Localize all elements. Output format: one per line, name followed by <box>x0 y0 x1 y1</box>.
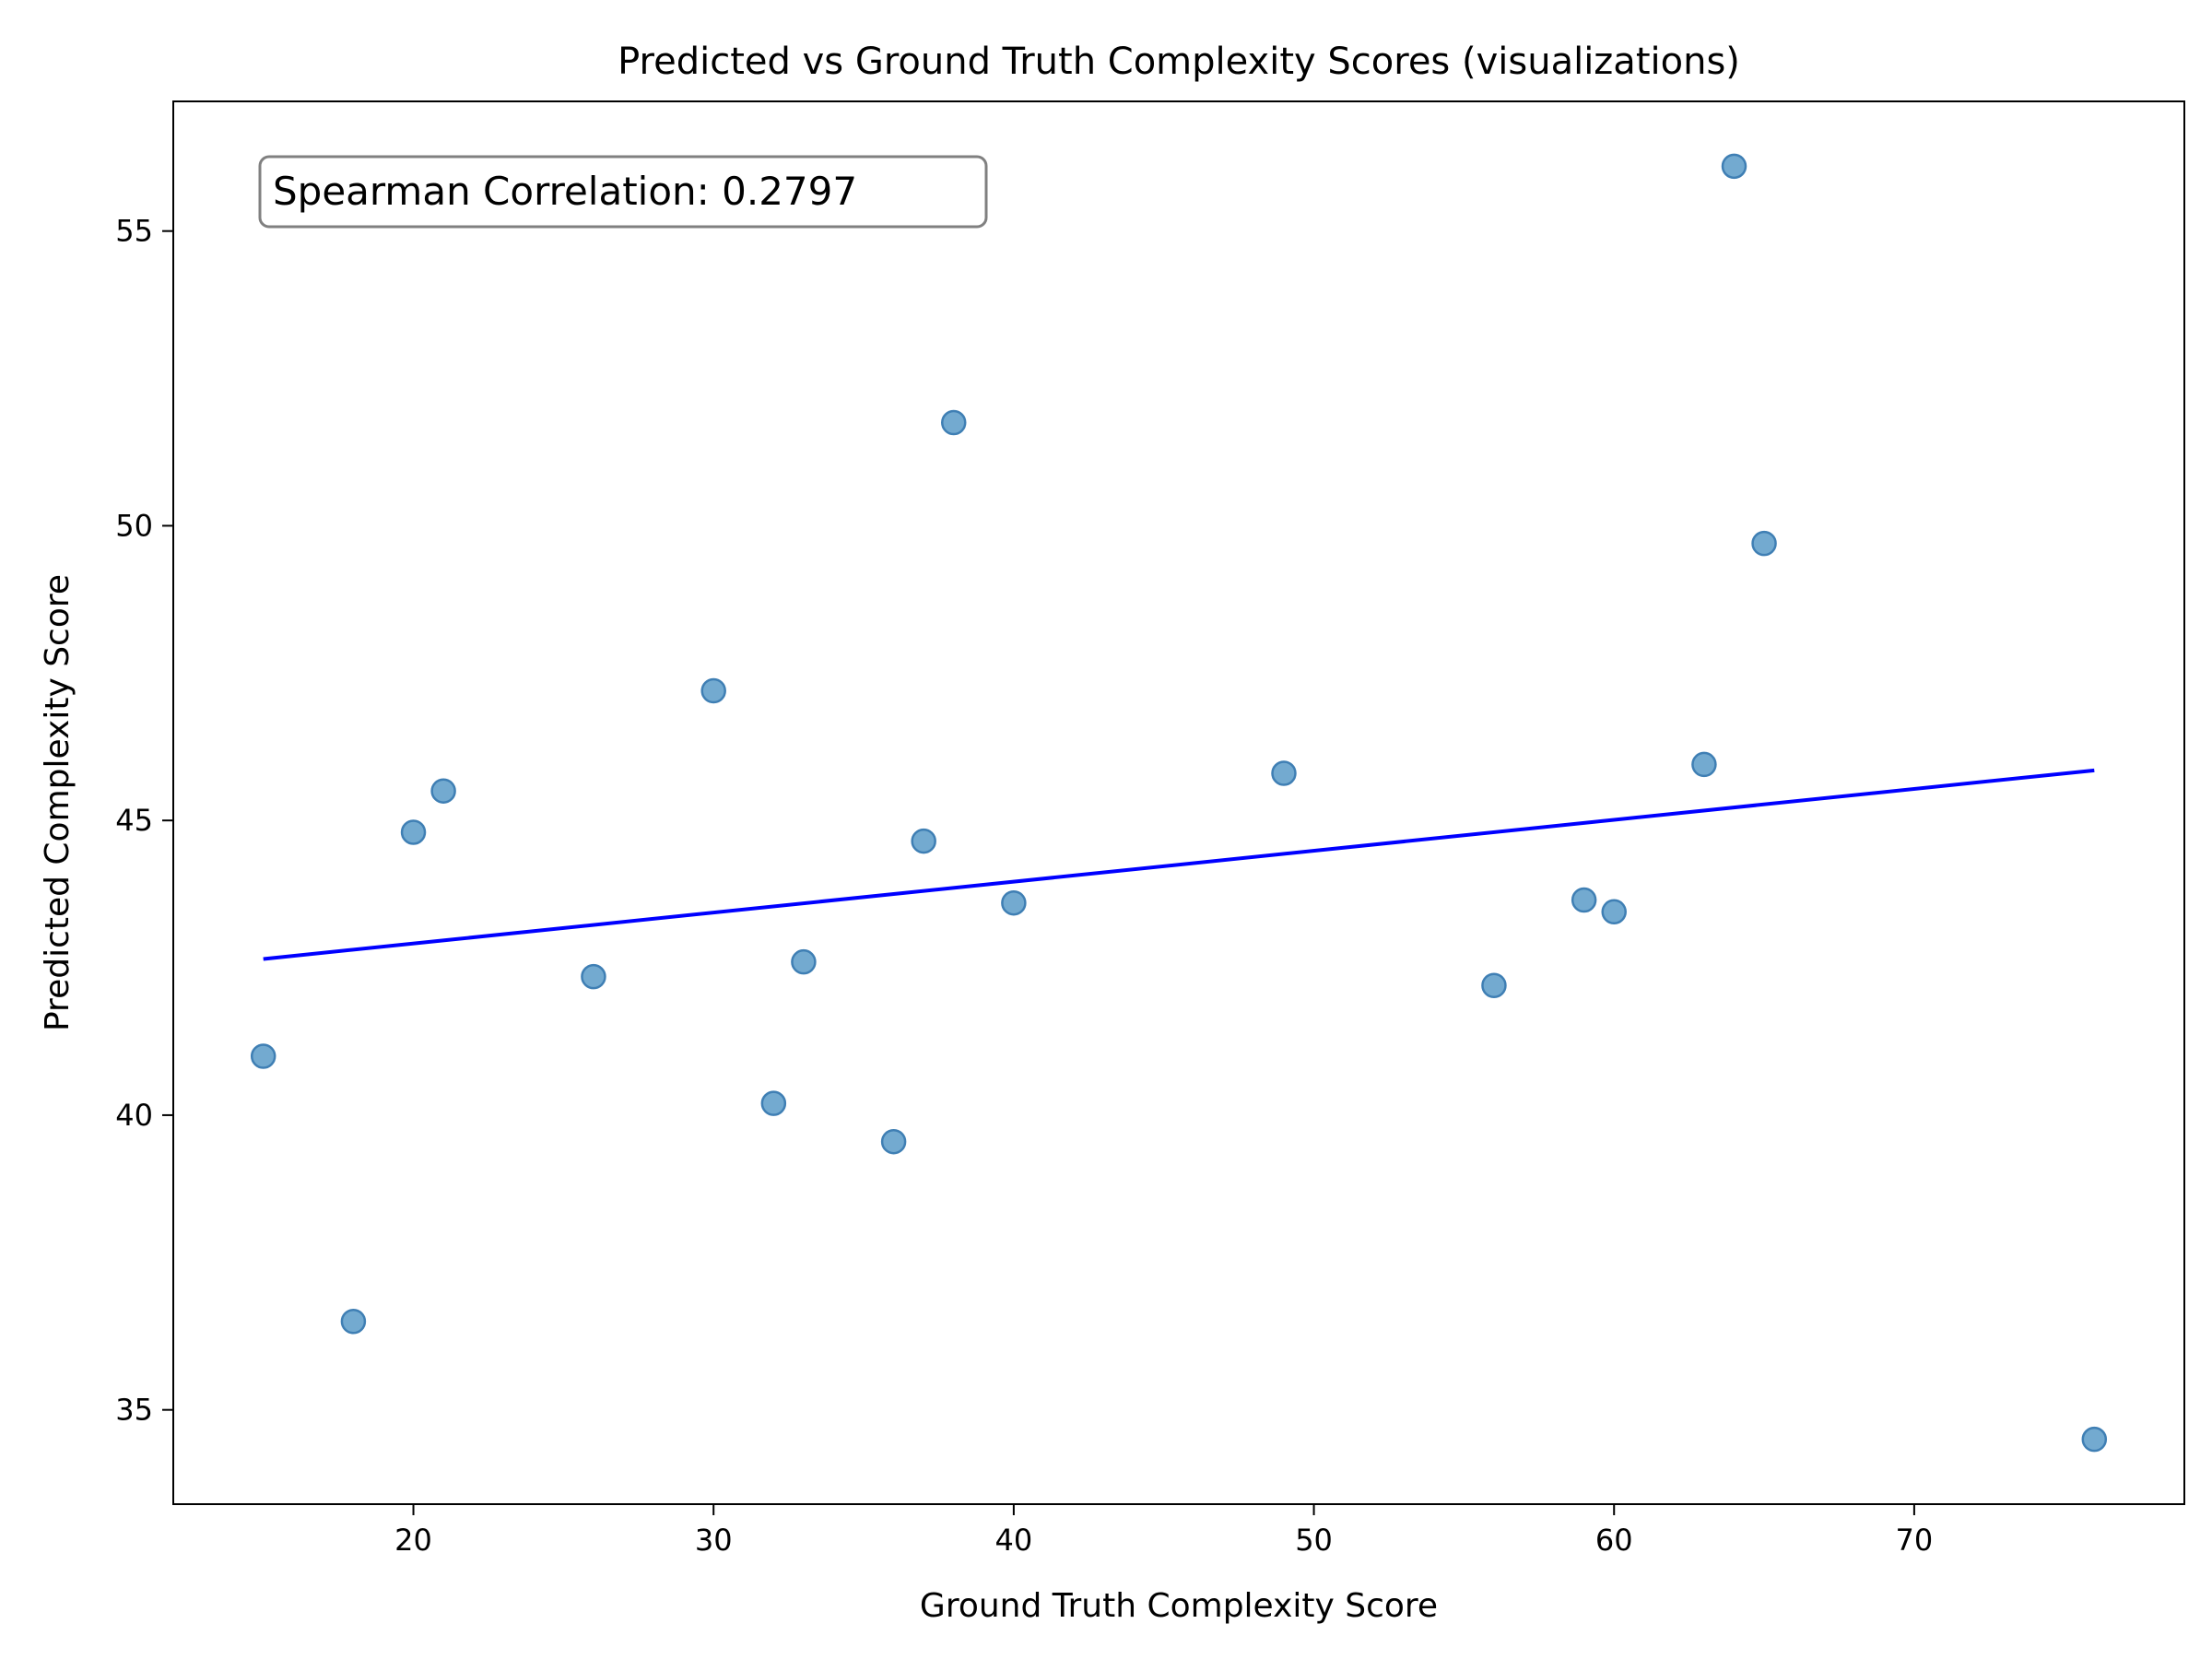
y-axis-label: Predicted Complexity Score <box>39 574 76 1031</box>
y-tick-label: 50 <box>115 508 153 543</box>
y-axis-ticks: 35 40 45 50 55 <box>115 214 173 1428</box>
data-point <box>1601 899 1627 925</box>
data-point <box>1721 153 1747 180</box>
data-point <box>700 677 726 704</box>
data-point <box>1751 530 1777 557</box>
x-tick-label: 50 <box>1295 1523 1333 1558</box>
y-tick-label: 55 <box>115 214 153 249</box>
data-point <box>1691 751 1717 778</box>
data-point <box>430 778 456 804</box>
data-point <box>911 828 936 854</box>
annotation-box <box>258 155 988 229</box>
data-point <box>1571 887 1597 913</box>
x-tick-label: 40 <box>995 1523 1033 1558</box>
data-point <box>1271 760 1297 786</box>
data-point <box>400 819 427 845</box>
x-axis-ticks: 20 30 40 50 60 70 <box>394 1504 1933 1558</box>
annotation-text: Spearman Correlation: 0.2797 <box>273 169 857 214</box>
data-point <box>760 1090 787 1116</box>
x-tick-label: 70 <box>1896 1523 1934 1558</box>
correlation-annotation: Spearman Correlation: 0.2797 <box>258 155 988 229</box>
data-point <box>250 1043 276 1069</box>
y-tick-label: 45 <box>115 803 153 838</box>
data-point <box>1001 889 1027 916</box>
x-tick-label: 30 <box>695 1523 733 1558</box>
y-tick-label: 35 <box>115 1393 153 1428</box>
data-point <box>2081 1426 2108 1453</box>
x-axis-label: Ground Truth Complexity Score <box>920 1587 1438 1625</box>
data-point <box>581 963 606 990</box>
data-point <box>940 409 967 436</box>
data-point <box>880 1128 907 1155</box>
trend-line <box>263 768 2095 961</box>
x-tick-label: 20 <box>394 1523 432 1558</box>
data-points <box>250 153 2108 1453</box>
y-tick-label: 40 <box>115 1098 153 1133</box>
chart-title: Predicted vs Ground Truth Complexity Sco… <box>618 41 1740 83</box>
x-tick-label: 60 <box>1595 1523 1633 1558</box>
data-point <box>791 948 817 975</box>
trend-line-group <box>263 768 2095 961</box>
data-point <box>1481 972 1507 998</box>
data-point <box>340 1309 367 1335</box>
plot-frame <box>172 100 2185 1505</box>
